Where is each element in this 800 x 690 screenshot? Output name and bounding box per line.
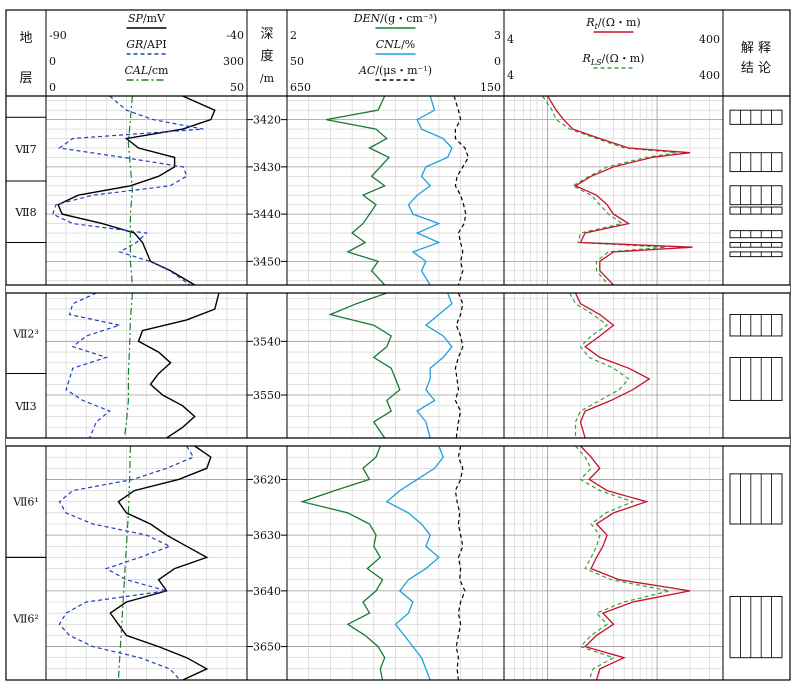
- interpretation-box: [729, 595, 783, 659]
- scale-min-ac: 650: [290, 81, 311, 94]
- scale-max-rt: 400: [699, 33, 720, 46]
- curve-cnl-panel-3: [385, 445, 444, 681]
- scale-min-rt: 4: [507, 33, 514, 46]
- track-grids: [46, 96, 723, 681]
- depth-header-label: 度: [260, 48, 273, 64]
- depth-label: 3540: [253, 335, 281, 348]
- track-labels: 地层 深度/m 解 释结 论 SP/mV -90 -40 GR/API 0 300 CAL/cm 0…: [6, 12, 783, 659]
- interpretation-box: [729, 152, 783, 173]
- interpretation-box: [729, 230, 783, 239]
- depth-label: 3620: [253, 473, 281, 486]
- interp-header-label: 解 释: [741, 41, 771, 56]
- outer-border: [5, 9, 791, 681]
- interpretation-box: [729, 242, 783, 248]
- interpretation-box: [729, 206, 783, 215]
- strata-label: Ⅶ3: [14, 400, 36, 413]
- curve-gr-panel-1: [51, 96, 204, 286]
- depth-label: 3650: [253, 641, 281, 654]
- log-curves: [51, 96, 693, 681]
- curve-sp-panel-3: [109, 445, 212, 681]
- scale-max-cnl: 0: [494, 55, 501, 68]
- curve-cal-panel-3: [117, 445, 131, 681]
- strata-label: Ⅶ8: [14, 206, 36, 219]
- scale-max-gr: 300: [223, 55, 244, 68]
- interpretation-box: [729, 314, 783, 337]
- curve-cal-panel-1: [127, 96, 134, 286]
- curve-cnl-panel-2: [416, 292, 453, 439]
- curve-rls-panel-1: [542, 96, 677, 286]
- curve-rls-panel-3: [575, 445, 670, 681]
- scale-max-ac: 150: [480, 81, 501, 94]
- curve-cnl-panel-1: [407, 96, 453, 286]
- curve-title-ac: AC/(μs・m⁻¹): [358, 64, 432, 77]
- scale-min-gr: 0: [49, 55, 56, 68]
- curve-den-panel-3: [299, 445, 386, 681]
- curve-sp-panel-1: [57, 96, 216, 286]
- scale-min-den: 2: [290, 29, 297, 42]
- interp-header-label: 结 论: [741, 61, 771, 76]
- depth-label: 3420: [253, 114, 281, 127]
- curve-ac-panel-2: [454, 292, 464, 439]
- curve-rt-panel-2: [574, 292, 651, 439]
- strata-label: Ⅶ7: [14, 143, 36, 156]
- curve-title-den: DEN/(g・cm⁻³): [353, 12, 438, 25]
- interpretation-box: [729, 109, 783, 125]
- curve-sp-panel-2: [137, 292, 220, 439]
- interpretation-box: [729, 251, 783, 258]
- track-frame: [5, 9, 791, 681]
- strat-header-label: 地: [19, 31, 32, 46]
- curve-rls-panel-2: [569, 292, 630, 438]
- curve-title-cal: CAL/cm: [125, 64, 170, 77]
- strata-label: Ⅶ6¹: [12, 496, 39, 509]
- curve-gr-panel-3: [58, 445, 195, 681]
- depth-label: 3640: [253, 585, 281, 598]
- curve-title-rt: Rt/(Ω・m): [585, 16, 640, 31]
- strata-label: Ⅶ6²: [12, 613, 39, 626]
- strat-header-label: 层: [19, 71, 32, 86]
- curve-den-panel-1: [325, 96, 391, 286]
- panel-gap: [6, 285, 790, 293]
- depth-label: 3550: [253, 389, 281, 402]
- curve-title-rLS: RLS/(Ω・m): [582, 52, 645, 67]
- curve-ac-panel-3: [454, 445, 466, 681]
- depth-header-label: 深: [260, 27, 273, 42]
- scale-min-cal: 0: [49, 81, 56, 94]
- depth-label: 3440: [253, 208, 281, 221]
- depth-label: 3630: [253, 529, 281, 542]
- curve-cal-panel-2: [123, 292, 133, 439]
- scale-max-den: 3: [494, 29, 501, 42]
- curve-rt-panel-1: [547, 96, 693, 286]
- curve-ac-panel-1: [453, 96, 470, 286]
- strata-label: Ⅶ2³: [12, 327, 39, 340]
- curve-den-panel-2: [328, 292, 401, 439]
- scale-max-rLS: 400: [699, 69, 720, 82]
- depth-label: 3450: [253, 255, 281, 268]
- interpretation-box: [729, 185, 783, 206]
- interpretation-box: [729, 356, 783, 401]
- depth-label: 3430: [253, 161, 281, 174]
- curve-title-gr: GR/API: [126, 38, 166, 51]
- panel-gap: [6, 438, 790, 446]
- scale-max-cal: 50: [230, 81, 244, 94]
- scale-max-sp: -40: [226, 29, 244, 42]
- scale-min-sp: -90: [49, 29, 67, 42]
- curve-gr-panel-2: [65, 292, 123, 439]
- depth-header-label: /m: [260, 72, 275, 85]
- interpretation-box: [729, 473, 783, 525]
- curve-title-sp: SP/mV: [128, 12, 166, 25]
- scale-min-rLS: 4: [507, 69, 514, 82]
- curve-title-cnl: CNL/%: [376, 38, 416, 51]
- curve-rt-panel-3: [580, 445, 691, 681]
- scale-min-cnl: 50: [290, 55, 304, 68]
